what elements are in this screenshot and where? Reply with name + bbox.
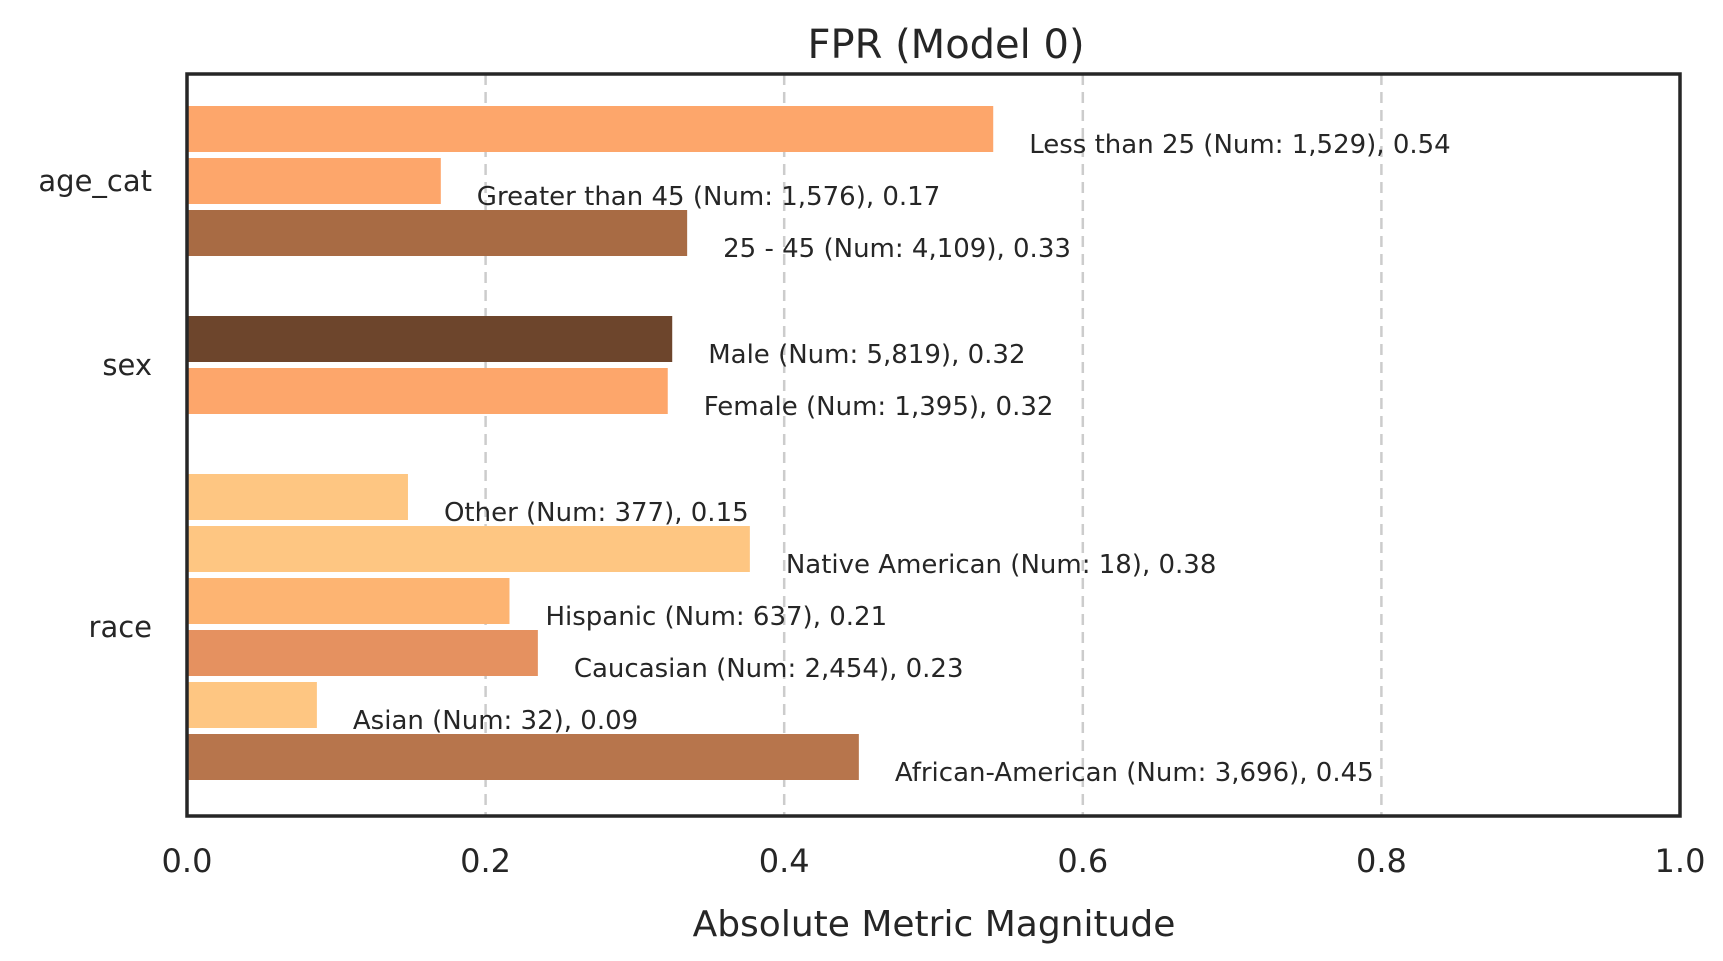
- bar: [187, 682, 317, 728]
- x-tick-label: 0.4: [759, 842, 810, 880]
- bar: [187, 316, 673, 362]
- bar: [187, 210, 688, 256]
- x-tick-label: 0.8: [1356, 842, 1407, 880]
- bar: [187, 734, 859, 780]
- x-tick-label: 1.0: [1655, 842, 1706, 880]
- bar: [187, 578, 510, 624]
- bar: [187, 630, 538, 676]
- x-tick-label: 0.6: [1057, 842, 1108, 880]
- bar-value-label: Male (Num: 5,819), 0.32: [708, 340, 1025, 370]
- bar-value-label: 25 - 45 (Num: 4,109), 0.33: [723, 234, 1071, 264]
- bar-labels: Less than 25 (Num: 1,529), 0.54 Greater t…: [353, 130, 1451, 788]
- x-tick-label: 0.2: [460, 842, 511, 880]
- bar-value-label: Hispanic (Num: 637), 0.21: [545, 602, 887, 632]
- bar-value-label: Greater than 45 (Num: 1,576), 0.17: [477, 182, 940, 212]
- x-tick-label: 0.0: [162, 842, 213, 880]
- bar-value-label: African-American (Num: 3,696), 0.45: [895, 758, 1374, 788]
- plot-frame: [185, 72, 1682, 818]
- bar-value-label: Asian (Num: 32), 0.09: [353, 706, 638, 736]
- bar-value-label: Female (Num: 1,395), 0.32: [704, 392, 1054, 422]
- bar: [187, 474, 408, 520]
- y-tick-label: race: [89, 610, 152, 644]
- bar-value-label: Native American (Num: 18), 0.38: [786, 550, 1217, 580]
- x-axis-label: Absolute Metric Magnitude: [693, 904, 1176, 945]
- bar: [187, 526, 750, 572]
- bars: [187, 106, 994, 780]
- y-tick-label: age_cat: [38, 164, 152, 198]
- bar: [187, 106, 994, 152]
- bar-value-label: Caucasian (Num: 2,454), 0.23: [574, 654, 964, 684]
- chart-title: FPR (Model 0): [807, 22, 1084, 68]
- x-tick-labels: 0.0 0.2 0.4 0.6 0.8 1.0: [162, 842, 1706, 880]
- bar-value-label: Other (Num: 377), 0.15: [444, 498, 749, 528]
- bar-value-label: Less than 25 (Num: 1,529), 0.54: [1029, 130, 1451, 160]
- gridlines: [484, 74, 1383, 816]
- bar: [187, 158, 441, 204]
- y-tick-label: sex: [102, 348, 152, 382]
- bar: [187, 368, 668, 414]
